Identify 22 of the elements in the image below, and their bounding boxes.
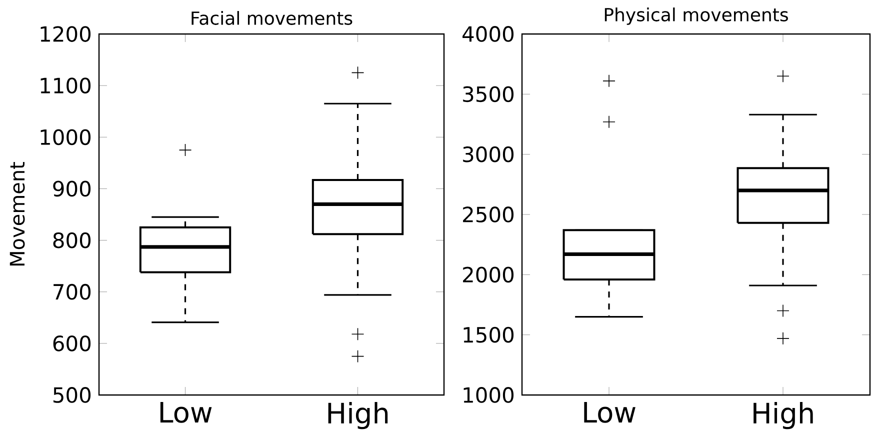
chart-title: Facial movements [192, 11, 352, 25]
y-tick-label: 700 [54, 284, 91, 300]
y-tick-label: 4000 [462, 26, 514, 42]
y-axis-title: Movement [10, 162, 25, 266]
y-tick-label: 900 [53, 180, 91, 197]
chart-title: Physical movements [604, 8, 788, 25]
y-tick-label: 3500 [463, 86, 514, 102]
y-tick-label: 1500 [464, 326, 514, 343]
y-tick-label: 1000 [464, 387, 514, 403]
y-tick-label: 500 [53, 387, 91, 403]
y-tick-label: 3000 [463, 146, 514, 162]
y-tick-label: 2000 [463, 266, 514, 283]
x-tick-label: High [328, 402, 388, 430]
x-tick-label: Low [584, 402, 636, 423]
x-tick-label: High [754, 402, 813, 430]
y-tick-label: 1200 [40, 26, 91, 42]
x-tick-label: Low [160, 402, 212, 423]
y-tick-label: 800 [53, 232, 91, 248]
y-tick-label: 1100 [40, 78, 91, 94]
y-tick-label: 1000 [40, 129, 91, 146]
y-tick-label: 600 [53, 335, 91, 352]
y-tick-label: 2500 [463, 206, 514, 222]
